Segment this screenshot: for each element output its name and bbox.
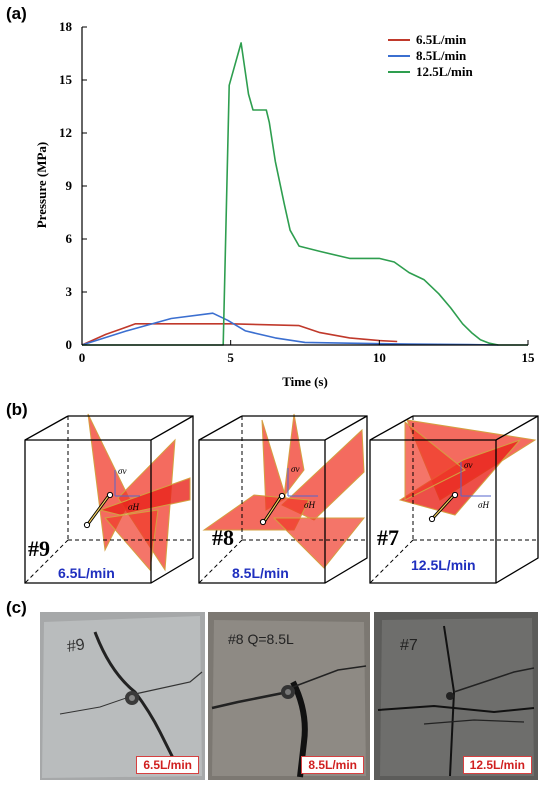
fracture-schematics: σv σH #9 6.5L/min σv σH #8 8.5L/min [24,413,539,584]
plot-area [81,42,528,346]
flow-rate-label: 12.5L/min [411,557,476,573]
sigma-v-label: σv [118,466,126,476]
series-line-2 [81,312,499,346]
x-tick-label: 15 [522,350,536,365]
specimen-photo-2: #8 Q=8.5L 8.5L/min [208,612,370,780]
sample-id-label: #9 [28,536,50,561]
legend-label: 12.5L/min [416,64,473,79]
legend-label: 6.5L/min [416,32,467,47]
sample-id-label: #7 [377,525,399,550]
fracture-plane [404,420,466,501]
legend-label: 8.5L/min [416,48,467,63]
sample-id-label: #8 [212,525,234,550]
flow-rate-tag: 6.5L/min [136,756,199,774]
y-tick-label: 0 [66,337,73,352]
y-tick-label: 15 [59,72,73,87]
x-axis-title: Time (s) [282,374,328,389]
flow-rate-tag: 12.5L/min [462,756,532,774]
fracture-plane [281,428,365,521]
sigma-h-label: σH [304,500,315,510]
x-tick-label: 0 [79,350,86,365]
flow-rate-label: 8.5L/min [232,565,289,581]
y-tick-label: 9 [66,178,73,193]
svg-text:#8 Q=8.5L: #8 Q=8.5L [228,631,294,647]
y-axis: 0 3 6 9 12 15 18 [59,19,87,352]
sigma-h-label: σH [478,500,489,510]
cube-3: σv σH #7 12.5L/min [369,415,539,584]
y-tick-label: 12 [59,125,72,140]
cube-2: σv σH #8 8.5L/min [198,413,368,584]
y-axis-title: Pressure (MPa) [34,142,49,229]
fracture-plane [98,477,191,516]
series-line-1 [81,322,398,346]
panel-label-c: (c) [6,598,27,617]
sigma-v-label: σv [291,464,299,474]
y-tick-label: 6 [66,231,73,246]
flow-rate-tag: 8.5L/min [301,756,364,774]
x-tick-label: 5 [227,350,234,365]
x-tick-label: 10 [373,350,386,365]
pressure-chart: 0 5 10 15 0 3 6 9 12 15 18 Time (s) Pressure (MPa… [34,19,535,389]
x-axis: 0 5 10 15 [79,340,535,365]
fracture-plane [272,517,366,569]
svg-text:#7: #7 [400,637,418,654]
cube-1: σv σH #9 6.5L/min [24,413,194,584]
y-tick-label: 3 [66,284,73,299]
fracture-plane [283,413,305,498]
sigma-v-label: σv [464,460,472,470]
y-tick-label: 18 [59,19,73,34]
specimen-photo-3: #7 12.5L/min [374,612,538,780]
series-line-3 [82,42,528,346]
panel-label-a: (a) [6,4,27,23]
specimen-photo-1: #9 6.5L/min [40,612,205,780]
flow-rate-label: 6.5L/min [58,565,115,581]
svg-text:#9: #9 [66,636,87,656]
sigma-h-label: σH [128,502,139,512]
panel-label-b: (b) [6,400,28,419]
